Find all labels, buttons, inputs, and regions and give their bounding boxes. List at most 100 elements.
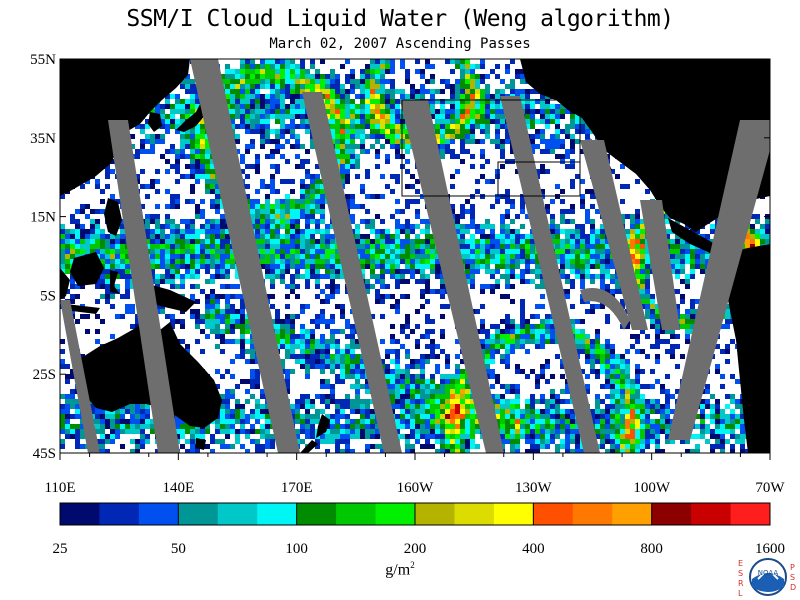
cloud-cell bbox=[70, 229, 75, 234]
cloud-cell bbox=[445, 114, 450, 119]
cloud-cell bbox=[520, 89, 525, 94]
cloud-cell bbox=[325, 339, 330, 344]
cloud-cell bbox=[320, 89, 325, 94]
cloud-cell bbox=[245, 194, 250, 199]
cloud-cell bbox=[340, 84, 345, 89]
cloud-cell bbox=[490, 104, 495, 109]
cloud-cell bbox=[95, 314, 100, 319]
cloud-cell bbox=[110, 249, 115, 254]
cloud-cell bbox=[490, 324, 495, 329]
cloud-cell bbox=[675, 264, 680, 269]
cloud-cell bbox=[345, 124, 350, 129]
cloud-cell bbox=[405, 169, 410, 174]
cloud-cell bbox=[510, 284, 515, 289]
cloud-cell bbox=[675, 309, 680, 314]
cloud-cell bbox=[605, 284, 610, 289]
cloud-cell bbox=[275, 254, 280, 259]
cloud-cell bbox=[235, 74, 240, 79]
cloud-cell bbox=[555, 114, 560, 119]
cloud-cell bbox=[565, 209, 570, 214]
cloud-cell bbox=[190, 139, 195, 144]
cloud-cell bbox=[405, 249, 410, 254]
cloud-cell bbox=[165, 219, 170, 224]
cloud-cell bbox=[205, 139, 210, 144]
cloud-cell bbox=[580, 284, 585, 289]
cloud-cell bbox=[390, 124, 395, 129]
cloud-cell bbox=[245, 79, 250, 84]
cloud-cell bbox=[315, 69, 320, 74]
cloud-cell bbox=[275, 329, 280, 334]
cloud-cell bbox=[160, 224, 165, 229]
cloud-cell bbox=[685, 274, 690, 279]
cloud-cell bbox=[510, 329, 515, 334]
cloud-cell bbox=[405, 314, 410, 319]
cloud-cell bbox=[205, 239, 210, 244]
cloud-cell bbox=[165, 279, 170, 284]
cloud-cell bbox=[385, 154, 390, 159]
cloud-cell bbox=[160, 229, 165, 234]
cloud-cell bbox=[205, 264, 210, 269]
cloud-cell bbox=[250, 69, 255, 74]
cloud-cell bbox=[235, 319, 240, 324]
cloud-cell bbox=[205, 279, 210, 284]
cloud-cell bbox=[315, 179, 320, 184]
cloud-cell bbox=[365, 109, 370, 114]
cloud-cell bbox=[270, 254, 275, 259]
cloud-cell bbox=[520, 299, 525, 304]
cloud-cell bbox=[80, 229, 85, 234]
cloud-cell bbox=[335, 329, 340, 334]
cloud-cell bbox=[350, 144, 355, 149]
cloud-cell bbox=[210, 159, 215, 164]
cloud-cell bbox=[355, 94, 360, 99]
cloud-cell bbox=[310, 239, 315, 244]
cloud-cell bbox=[575, 174, 580, 179]
cloud-cell bbox=[445, 84, 450, 89]
cloud-cell bbox=[100, 259, 105, 264]
cloud-cell bbox=[385, 89, 390, 94]
cloud-cell bbox=[390, 304, 395, 309]
cloud-cell bbox=[425, 254, 430, 259]
cloud-cell bbox=[75, 209, 80, 214]
cloud-cell bbox=[320, 234, 325, 239]
cloud-cell bbox=[475, 309, 480, 314]
cloud-cell bbox=[595, 274, 600, 279]
cloud-cell bbox=[495, 124, 500, 129]
cloud-cell bbox=[420, 289, 425, 294]
cloud-cell bbox=[270, 219, 275, 224]
cloud-cell bbox=[335, 79, 340, 84]
cloud-cell bbox=[465, 79, 470, 84]
cloud-cell bbox=[550, 234, 555, 239]
cloud-cell bbox=[600, 264, 605, 269]
cloud-cell bbox=[475, 249, 480, 254]
cloud-cell bbox=[670, 239, 675, 244]
cloud-cell bbox=[435, 259, 440, 264]
cloud-cell bbox=[305, 269, 310, 274]
cloud-cell bbox=[125, 264, 130, 269]
cloud-cell bbox=[300, 259, 305, 264]
cloud-cell bbox=[585, 219, 590, 224]
cloud-cell bbox=[295, 284, 300, 289]
cloud-cell bbox=[400, 244, 405, 249]
cloud-cell bbox=[405, 149, 410, 154]
cloud-cell bbox=[210, 309, 215, 314]
cloud-cell bbox=[270, 164, 275, 169]
cloud-cell bbox=[340, 124, 345, 129]
cloud-cell bbox=[430, 64, 435, 69]
cloud-cell bbox=[520, 69, 525, 74]
cloud-cell bbox=[280, 244, 285, 249]
cloud-cell bbox=[290, 114, 295, 119]
cloud-cell bbox=[360, 269, 365, 274]
cloud-cell bbox=[70, 274, 75, 279]
cloud-cell bbox=[125, 269, 130, 274]
cloud-cell bbox=[445, 129, 450, 134]
cloud-cell bbox=[180, 229, 185, 234]
cloud-cell bbox=[285, 114, 290, 119]
cloud-cell bbox=[510, 299, 515, 304]
cloud-cell bbox=[495, 259, 500, 264]
cloud-cell bbox=[240, 99, 245, 104]
cloud-cell bbox=[290, 104, 295, 109]
cloud-cell bbox=[670, 264, 675, 269]
cloud-cell bbox=[245, 339, 250, 344]
cloud-cell bbox=[230, 294, 235, 299]
cloud-cell bbox=[440, 144, 445, 149]
